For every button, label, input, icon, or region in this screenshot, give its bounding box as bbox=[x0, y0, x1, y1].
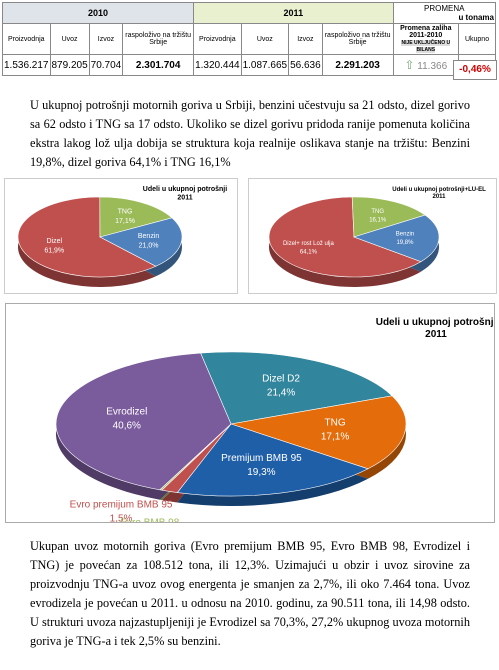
paragraph: Ukupan uvoz motornih goriva (Evro premij… bbox=[30, 539, 470, 648]
change-header: PROMENA u tonama bbox=[392, 2, 497, 24]
cell: 2.291.203 bbox=[321, 54, 394, 76]
col-header: Proizvodnja bbox=[193, 23, 242, 55]
cell: 11.366 bbox=[417, 61, 448, 72]
value-label: 64,1% bbox=[300, 250, 318, 256]
cell: -0,46% bbox=[453, 60, 497, 80]
slice bbox=[230, 395, 407, 470]
slice-label: Premijum BMB 95 bbox=[221, 453, 302, 464]
pie-chart: Dizel 61,9% TNG 17,1% Benzin 21,0% Udeli u uku… bbox=[4, 178, 238, 294]
col-header: Izvoz bbox=[88, 23, 124, 55]
col-header: Promena zaliha 2011-2010 bbox=[400, 25, 452, 39]
cell: 56.636 bbox=[288, 54, 323, 76]
chart-title: Udeli u ukupnoj potrošnji 2011 bbox=[376, 317, 495, 340]
cell: 879.205 bbox=[49, 54, 90, 76]
slice bbox=[351, 196, 426, 238]
year-header: 2011 bbox=[193, 2, 394, 24]
col-header: raspoloživo na tržištu Srbije bbox=[122, 23, 195, 55]
slice-label: Evrodizel bbox=[106, 406, 147, 417]
col-header: Ukupno bbox=[458, 23, 496, 55]
unit: u tonama bbox=[458, 13, 494, 22]
pie-chart: Dizel D2 21,4% TNG 17,1% Premijum BMB 95 19,3… bbox=[5, 303, 495, 523]
year-header: 2010 bbox=[1, 2, 195, 24]
slice bbox=[176, 423, 369, 497]
value-label: 21,0% bbox=[139, 243, 159, 250]
note: NIJE UKLJUČENO U BILANS bbox=[401, 40, 451, 53]
slice-label: TNG bbox=[371, 209, 384, 215]
value-label: 16,1% bbox=[369, 218, 387, 224]
slice bbox=[353, 214, 440, 262]
slice bbox=[99, 196, 173, 238]
change-title: PROMENA bbox=[424, 4, 465, 13]
slice-label: TNG bbox=[324, 417, 345, 428]
slice bbox=[268, 196, 422, 278]
value-label: 19,3% bbox=[247, 467, 275, 478]
slice-label: Dizel bbox=[46, 238, 62, 245]
col-header: Uvoz bbox=[49, 23, 90, 55]
value-label: 19,8% bbox=[396, 240, 414, 246]
balance-table: 2010 2011 PROMENA u tonama Proizvodnja Uvoz I… bbox=[1, 2, 497, 76]
slice bbox=[99, 217, 183, 267]
col-header: raspoloživo na tržištu Srbije bbox=[321, 23, 394, 55]
chart-title: Udeli u ukupnoj potrošnji 2011 bbox=[143, 186, 227, 201]
slice-label: Dizel+ rost Lož ulja bbox=[283, 241, 335, 247]
col-header: Proizvodnja bbox=[2, 23, 51, 55]
cell: 1.536.217 bbox=[2, 54, 51, 76]
paragraph: U ukupnoj potrošnji motornih goriva u Sr… bbox=[30, 98, 470, 169]
cell: 1.087.665 bbox=[240, 54, 290, 76]
slice-label: Dizel D2 bbox=[262, 374, 300, 385]
slice-label: Evro premijum BMB 95 bbox=[70, 499, 173, 510]
slice bbox=[200, 351, 393, 425]
col-header: Izvoz bbox=[288, 23, 323, 55]
value-label: 40,6% bbox=[113, 420, 141, 431]
cell: 70.704 bbox=[88, 54, 124, 76]
slice-label: Benzin bbox=[396, 231, 414, 237]
slice-label: Benzin bbox=[138, 233, 160, 240]
slice-label: Evro BMB 98 bbox=[120, 517, 179, 523]
value-label: 21,4% bbox=[267, 388, 295, 399]
chart-title: Udeli u ukupnoj potrošnji+LU-EL 2011 bbox=[392, 187, 486, 200]
slice bbox=[55, 352, 232, 491]
value-label: 61,9% bbox=[44, 248, 64, 255]
value-label: 1,5% bbox=[110, 513, 133, 523]
cell: 2.301.704 bbox=[122, 54, 195, 76]
pie-chart: Dizel+ rost Lož ulja 64,1% TNG 16,1% Benzin 1… bbox=[248, 178, 497, 294]
value-label: 17,1% bbox=[115, 218, 135, 225]
slice-label: TNG bbox=[118, 208, 133, 215]
col-header: Uvoz bbox=[240, 23, 290, 55]
cell: 1.320.444 bbox=[193, 54, 242, 76]
slice bbox=[17, 196, 157, 278]
value-label: 17,1% bbox=[321, 431, 349, 442]
